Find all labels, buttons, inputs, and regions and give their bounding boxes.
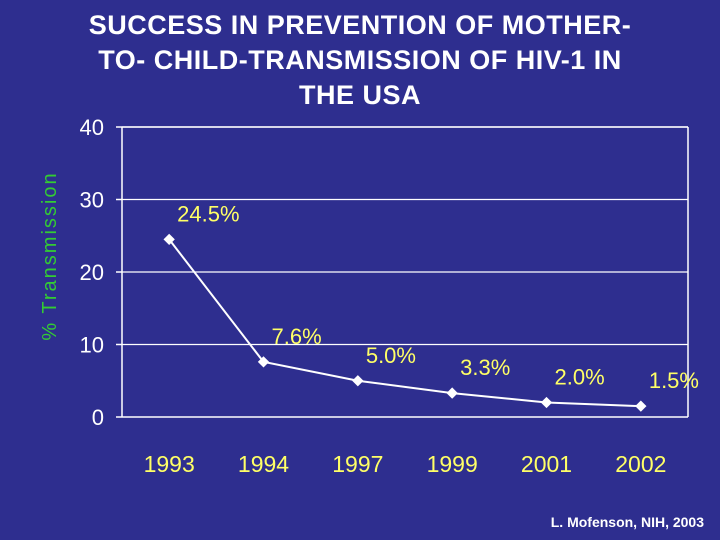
data-point bbox=[540, 396, 553, 409]
y-tick-label: 20 bbox=[80, 260, 104, 285]
x-tick-label: 2001 bbox=[521, 451, 572, 477]
title-line-1: SUCCESS IN PREVENTION OF MOTHER- bbox=[88, 10, 632, 40]
x-tick-label: 1994 bbox=[238, 451, 289, 477]
data-label: 24.5% bbox=[177, 201, 239, 226]
data-point bbox=[257, 356, 270, 368]
x-tick-label: 1997 bbox=[332, 451, 383, 477]
x-tick-label: 1993 bbox=[144, 451, 195, 477]
data-label: 7.6% bbox=[272, 324, 322, 349]
data-label: 1.5% bbox=[649, 368, 699, 393]
y-tick-label: 40 bbox=[80, 115, 104, 140]
series-line bbox=[168, 238, 641, 408]
data-label: 5.0% bbox=[366, 343, 416, 368]
credit: L. Mofenson, NIH, 2003 bbox=[550, 514, 704, 530]
title-line-3: THE USA bbox=[298, 80, 421, 110]
data-label: 2.0% bbox=[555, 365, 605, 390]
x-tick-label: 2002 bbox=[615, 451, 666, 477]
y-tick-label: 0 bbox=[92, 405, 104, 430]
y-tick-label: 10 bbox=[80, 333, 104, 358]
data-point bbox=[635, 400, 647, 412]
data-point bbox=[446, 387, 458, 399]
title-line-2: TO- CHILD-TRANSMISSION OF HIV-1 IN bbox=[98, 45, 622, 75]
data-label: 3.3% bbox=[460, 355, 510, 380]
data-point bbox=[163, 233, 175, 246]
y-axis-label: % Transmission bbox=[39, 171, 61, 340]
x-tick-label: 1999 bbox=[427, 451, 478, 477]
data-point bbox=[352, 375, 364, 387]
y-tick-label: 30 bbox=[80, 188, 104, 213]
